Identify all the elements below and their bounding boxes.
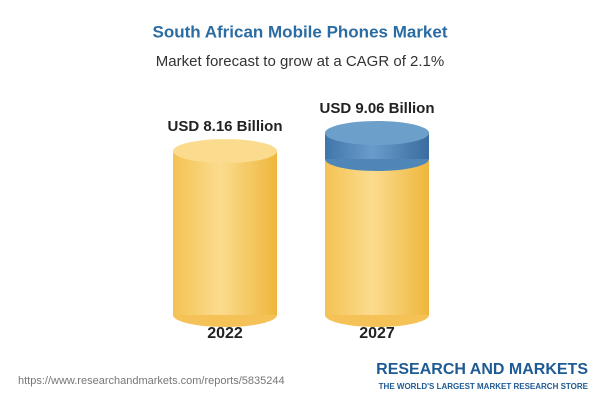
tagline: THE WORLD'S LARGEST MARKET RESEARCH STOR… <box>379 382 589 391</box>
value-label: USD 8.16 Billion <box>167 118 282 135</box>
cylinder-top <box>173 139 277 164</box>
x-tick-label: 2027 <box>359 325 395 342</box>
cylinder-top <box>325 121 429 145</box>
cylinder-body <box>173 151 277 315</box>
source-url: https://www.researchandmarkets.com/repor… <box>18 375 285 387</box>
chart-subtitle: Market forecast to grow at a CAGR of 2.1… <box>156 53 444 70</box>
x-tick-label: 2022 <box>207 325 243 342</box>
brand: RESEARCH AND MARKETS <box>376 361 588 378</box>
chart-title: South African Mobile Phones Market <box>152 22 447 41</box>
value-label: USD 9.06 Billion <box>319 100 434 117</box>
